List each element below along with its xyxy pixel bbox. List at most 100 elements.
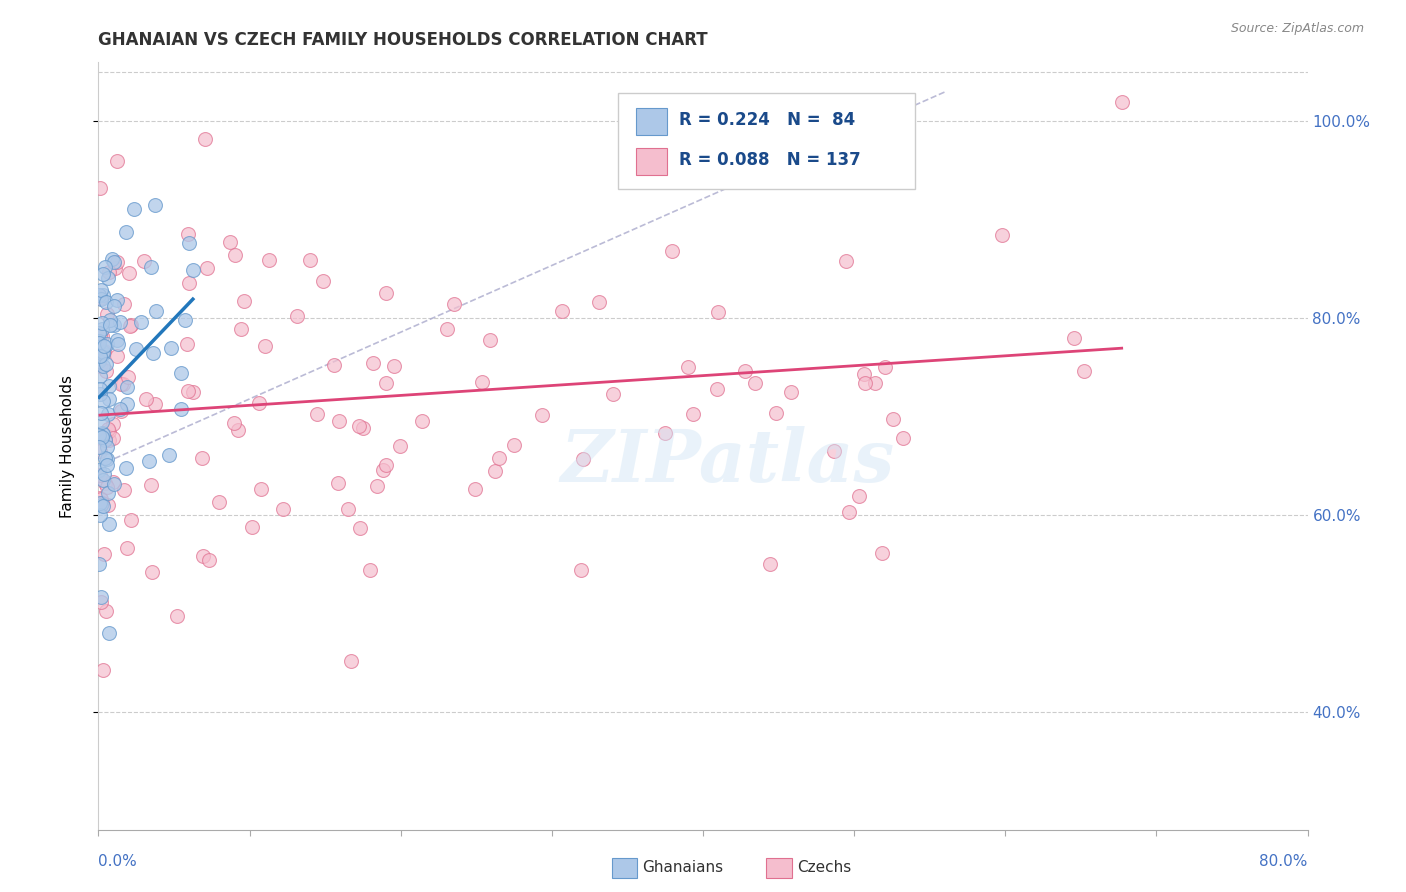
Point: [94, 433, 117, 447]
Point: [375, 376, 398, 391]
Point: [93, 450, 115, 465]
Point: [89, 336, 111, 351]
Point: [257, 253, 280, 268]
Point: [89, 557, 111, 571]
Point: [89, 326, 111, 340]
Point: [464, 482, 486, 496]
Point: [503, 438, 526, 452]
Point: [89, 508, 111, 522]
Point: [569, 563, 592, 577]
Point: [90, 595, 112, 609]
Point: [118, 319, 141, 334]
Point: [90, 316, 112, 330]
Point: [114, 225, 136, 239]
Point: [253, 339, 276, 353]
Point: [91, 347, 114, 361]
Point: [141, 566, 163, 580]
Point: [765, 406, 787, 420]
Point: [101, 252, 124, 267]
Point: [96, 451, 118, 466]
Point: [132, 253, 155, 268]
Point: [91, 394, 114, 409]
Point: [744, 376, 766, 390]
Point: [682, 407, 704, 421]
Point: [93, 344, 115, 359]
Point: [112, 483, 135, 497]
Point: [96, 480, 118, 494]
Point: [97, 392, 120, 406]
Point: [89, 327, 111, 342]
Point: [91, 345, 114, 359]
Point: [115, 396, 138, 410]
Point: [90, 329, 112, 343]
Point: [101, 431, 124, 445]
Point: [89, 443, 111, 458]
Point: [90, 491, 112, 506]
Point: [177, 384, 200, 398]
Point: [884, 157, 907, 171]
Point: [96, 295, 118, 310]
Point: [193, 549, 215, 564]
Bar: [637, 108, 666, 136]
Point: [89, 353, 111, 368]
Point: [103, 477, 125, 491]
Point: [991, 227, 1014, 242]
Point: [875, 360, 897, 375]
Point: [97, 498, 120, 512]
Point: [247, 396, 270, 410]
Point: [224, 416, 246, 430]
Point: [118, 266, 141, 280]
Point: [89, 368, 111, 383]
Point: [105, 154, 128, 169]
Point: [166, 609, 188, 624]
Point: [678, 360, 700, 375]
Point: [89, 496, 111, 510]
Point: [97, 486, 120, 500]
Point: [105, 293, 128, 307]
Point: [110, 316, 132, 330]
Text: Czechs: Czechs: [797, 861, 852, 875]
Point: [706, 382, 728, 396]
Point: [224, 248, 246, 262]
Point: [848, 489, 870, 503]
Point: [97, 378, 120, 392]
Point: [198, 552, 221, 566]
Point: [90, 322, 112, 336]
Point: [96, 440, 118, 454]
Point: [145, 304, 167, 318]
Point: [89, 491, 111, 505]
Point: [443, 297, 465, 311]
Point: [129, 315, 152, 329]
Point: [882, 411, 904, 425]
Point: [112, 297, 135, 311]
Point: [191, 450, 214, 465]
Point: [436, 322, 458, 336]
Point: [179, 236, 201, 251]
Point: [97, 271, 120, 285]
Point: [105, 349, 128, 363]
Point: [93, 339, 115, 353]
Point: [411, 414, 433, 428]
Point: [115, 461, 138, 475]
Point: [94, 357, 117, 371]
Point: [143, 198, 166, 212]
Point: [105, 254, 128, 268]
Point: [89, 349, 111, 363]
Point: [531, 408, 554, 422]
Point: [654, 426, 676, 441]
Point: [208, 495, 231, 509]
Point: [89, 428, 111, 442]
Point: [94, 364, 117, 378]
Point: [1063, 331, 1085, 345]
Point: [90, 292, 112, 306]
Point: [91, 430, 114, 444]
Point: [780, 385, 803, 400]
Point: [124, 202, 146, 217]
Point: [89, 335, 111, 350]
Point: [870, 546, 893, 560]
Point: [96, 337, 118, 351]
Point: [661, 244, 683, 258]
Point: [143, 397, 166, 411]
Point: [89, 462, 111, 476]
Point: [98, 625, 121, 640]
